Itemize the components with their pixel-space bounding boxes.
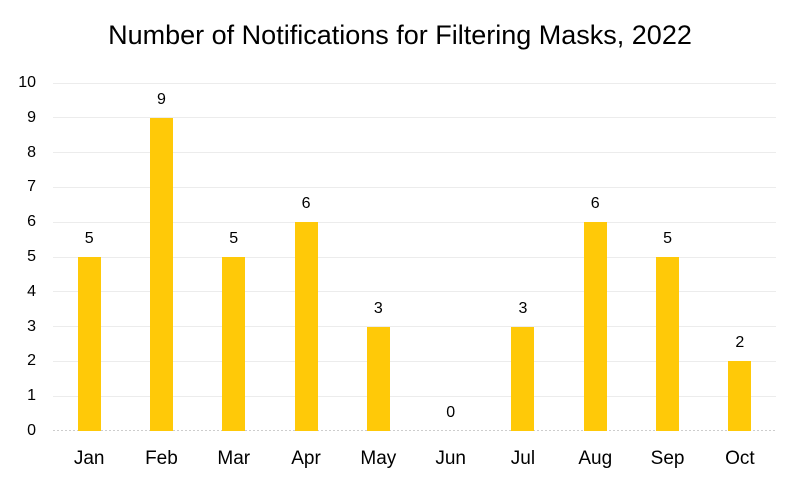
x-axis-line — [53, 430, 776, 431]
bar-apr — [294, 222, 318, 431]
gridline-y5 — [53, 256, 776, 258]
y-tick-label-7: 7 — [27, 178, 36, 196]
gridline-y8 — [53, 152, 776, 154]
bar-aug — [583, 222, 607, 431]
x-tick-label-jan: Jan — [73, 448, 105, 469]
y-tick-label-10: 10 — [18, 74, 36, 91]
bar-value-label-may: 3 — [373, 299, 383, 317]
x-tick-label-oct: Oct — [725, 448, 755, 469]
x-tick-label-mar: Mar — [217, 448, 251, 469]
y-tick-label-4: 4 — [27, 282, 36, 300]
bar-value-label-jan: 5 — [84, 230, 94, 247]
y-tick-label-3: 3 — [27, 317, 36, 335]
gridline-y6 — [53, 221, 776, 223]
gridline-y7 — [53, 186, 776, 188]
gridline-y1 — [53, 395, 776, 397]
x-tick-label-jun: Jun — [435, 448, 466, 469]
bar-value-label-aug: 6 — [590, 195, 600, 213]
bar-value-label-apr: 6 — [301, 195, 311, 213]
gridline-y3 — [53, 326, 776, 328]
gridline-y2 — [53, 360, 776, 362]
chart-title: Number of Notifications for Filtering Ma… — [108, 20, 692, 50]
y-tick-label-6: 6 — [27, 213, 36, 231]
x-axis: Jan Feb Mar Apr May Jun Jul Aug Sep Oct — [53, 446, 776, 474]
gridline-y9 — [53, 117, 776, 119]
bar-value-label-sep: 5 — [663, 230, 672, 247]
bar-value-label-mar: 5 — [229, 230, 239, 247]
bar-value-label-jul: 3 — [518, 299, 528, 317]
bar-mar — [222, 257, 246, 431]
bar-value-label-oct: 2 — [735, 334, 745, 352]
x-tick-label-feb: Feb — [145, 448, 178, 469]
bar-jan — [77, 257, 101, 431]
y-tick-label-0: 0 — [27, 422, 36, 439]
bar-oct — [728, 361, 752, 431]
gridline-y10 — [53, 82, 776, 84]
plot-area: 5 9 5 6 3 0 3 6 5 2 — [53, 82, 776, 431]
y-tick-label-2: 2 — [27, 352, 36, 370]
x-tick-label-may: May — [360, 448, 397, 469]
bar-jul — [511, 326, 535, 431]
y-tick-label-5: 5 — [27, 248, 36, 265]
bar-feb — [149, 117, 173, 431]
x-tick-label-apr: Apr — [291, 448, 321, 469]
bar-may — [366, 326, 390, 431]
x-tick-label-sep: Sep — [650, 448, 685, 469]
bar-value-label-jun: 0 — [446, 404, 456, 421]
y-tick-label-1: 1 — [27, 387, 36, 405]
x-tick-label-aug: Aug — [578, 448, 613, 469]
bar-sep — [656, 257, 680, 431]
y-axis: 0 1 2 3 4 5 6 7 8 9 10 — [0, 74, 36, 439]
gridline-y4 — [53, 291, 776, 293]
y-tick-label-9: 9 — [27, 108, 36, 126]
x-tick-label-jul: Jul — [510, 448, 536, 469]
y-tick-label-8: 8 — [27, 143, 36, 161]
bar-value-label-feb: 9 — [156, 90, 166, 108]
